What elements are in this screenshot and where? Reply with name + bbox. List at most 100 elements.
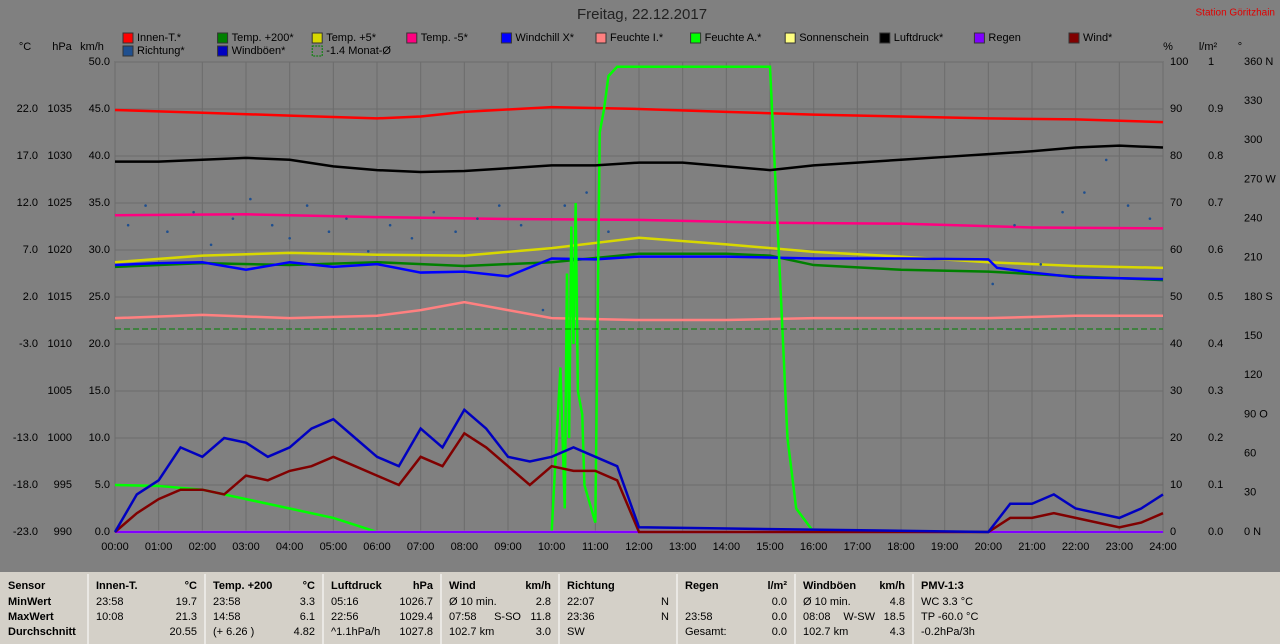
axis-unit: % — [1163, 41, 1173, 53]
y-tick-label: 0.8 — [1208, 150, 1223, 162]
series-line — [115, 144, 1164, 174]
legend-swatch — [784, 32, 796, 44]
legend-label: Wind* — [1083, 32, 1113, 44]
y-tick-label: 50 — [1170, 291, 1182, 303]
stats-cell: N — [661, 611, 669, 623]
x-tick-label: 18:00 — [887, 541, 915, 553]
direction-dot — [410, 236, 414, 240]
y-tick-label: 0.4 — [1208, 338, 1223, 350]
legend-swatch — [217, 45, 229, 57]
y-tick-label: 240 — [1244, 213, 1262, 225]
x-tick-label: 05:00 — [320, 541, 348, 553]
y-tick-label: -3.0 — [19, 338, 38, 350]
stats-cell: 05:16 — [331, 596, 359, 608]
legend-label: Feuchte I.* — [610, 32, 664, 44]
y-tick-label: 120 — [1244, 369, 1262, 381]
legend-label: -1.4 Monat-Ø — [326, 45, 391, 57]
stats-cell: 0.0 — [772, 596, 787, 608]
stats-cell: W-SW — [843, 611, 875, 623]
stats-cell: 3.0 — [536, 626, 551, 638]
stats-cell: 21.3 — [176, 611, 197, 623]
y-tick-label: 300 — [1244, 134, 1262, 146]
stats-cell: 22:56 — [331, 611, 359, 623]
y-tick-label: 5.0 — [95, 479, 110, 491]
direction-dot — [144, 204, 147, 207]
direction-dot — [345, 217, 348, 220]
legend-swatch — [973, 32, 985, 44]
y-tick-label: 60 — [1170, 244, 1182, 256]
x-tick-label: 09:00 — [494, 541, 522, 553]
y-tick-label: 0.0 — [1208, 526, 1223, 538]
y-tick-label: 45.0 — [89, 103, 110, 115]
x-tick-label: 12:00 — [625, 541, 653, 553]
y-tick-label: 995 — [54, 479, 72, 491]
direction-dot — [231, 217, 235, 220]
x-tick-label: 17:00 — [844, 541, 872, 553]
y-tick-label: 150 — [1244, 330, 1262, 342]
y-tick-label: 60 — [1244, 448, 1256, 460]
y-tick-label: 180 S — [1244, 291, 1273, 303]
stats-cell: 22:07 — [567, 596, 595, 608]
direction-dot — [327, 230, 331, 234]
y-tick-label: 70 — [1170, 197, 1182, 209]
direction-dot — [1148, 217, 1152, 220]
y-tick-label: 0.0 — [95, 526, 110, 538]
direction-dot — [270, 223, 274, 227]
y-tick-label: 12.0 — [17, 197, 38, 209]
legend-swatch — [122, 32, 134, 44]
x-tick-label: 04:00 — [276, 541, 304, 553]
axis-unit: °C — [19, 41, 31, 53]
x-tick-label: 01:00 — [145, 541, 173, 553]
y-tick-label: 1015 — [48, 291, 72, 303]
stats-cell: MinWert — [8, 596, 52, 608]
stats-cell: 1029.4 — [399, 611, 433, 623]
stats-cell: hPa — [413, 580, 434, 592]
legend-label: Windchill X* — [515, 32, 574, 44]
stats-cell: Richtung — [567, 580, 615, 592]
y-tick-label: 0.3 — [1208, 385, 1223, 397]
stats-cell: Temp. +200 — [213, 580, 272, 592]
y-tick-label: 7.0 — [23, 244, 38, 256]
direction-dot — [1061, 210, 1064, 214]
x-tick-label: 15:00 — [756, 541, 784, 553]
y-tick-label: 80 — [1170, 150, 1182, 162]
legend-label: Richtung* — [137, 45, 185, 57]
direction-dot — [541, 308, 545, 312]
stats-cell: 1026.7 — [399, 596, 433, 608]
stats-cell: WC 3.3 °C — [921, 596, 973, 608]
y-tick-label: 25.0 — [89, 291, 110, 303]
legend-swatch — [217, 32, 229, 44]
y-tick-label: 1030 — [48, 150, 72, 162]
series-line — [114, 255, 1164, 281]
axis-unit: ° — [1238, 41, 1242, 53]
y-tick-label: 100 — [1170, 56, 1188, 68]
y-tick-label: 50.0 — [89, 56, 110, 68]
stats-cell: km/h — [525, 580, 551, 592]
stats-cell: 102.7 km — [449, 626, 494, 638]
y-tick-label: 2.0 — [23, 291, 38, 303]
y-tick-label: 0.7 — [1208, 197, 1223, 209]
x-tick-label: 10:00 — [538, 541, 566, 553]
direction-dot — [126, 223, 130, 227]
y-tick-label: 990 — [54, 526, 72, 538]
x-tick-label: 20:00 — [975, 541, 1003, 553]
stats-cell: 23:36 — [567, 611, 595, 623]
stats-cell: 18.5 — [884, 611, 905, 623]
stats-cell: °C — [185, 580, 197, 592]
stats-cell: Gesamt: — [685, 626, 727, 638]
y-tick-label: 20 — [1170, 432, 1182, 444]
legend-label: Regen — [988, 32, 1020, 44]
axis-unit: hPa — [52, 41, 72, 53]
stats-cell: 19.7 — [176, 596, 197, 608]
legend-swatch — [879, 32, 891, 44]
series-line — [114, 300, 1163, 322]
legend-swatch — [311, 45, 323, 57]
y-tick-label: 0.6 — [1208, 244, 1223, 256]
y-tick-label: 15.0 — [89, 385, 110, 397]
stats-panel — [0, 572, 1280, 644]
stats-cell: 11.8 — [530, 611, 551, 623]
legend-swatch — [406, 32, 418, 44]
stats-cell: Windböen — [803, 580, 856, 592]
direction-dot — [249, 197, 252, 201]
